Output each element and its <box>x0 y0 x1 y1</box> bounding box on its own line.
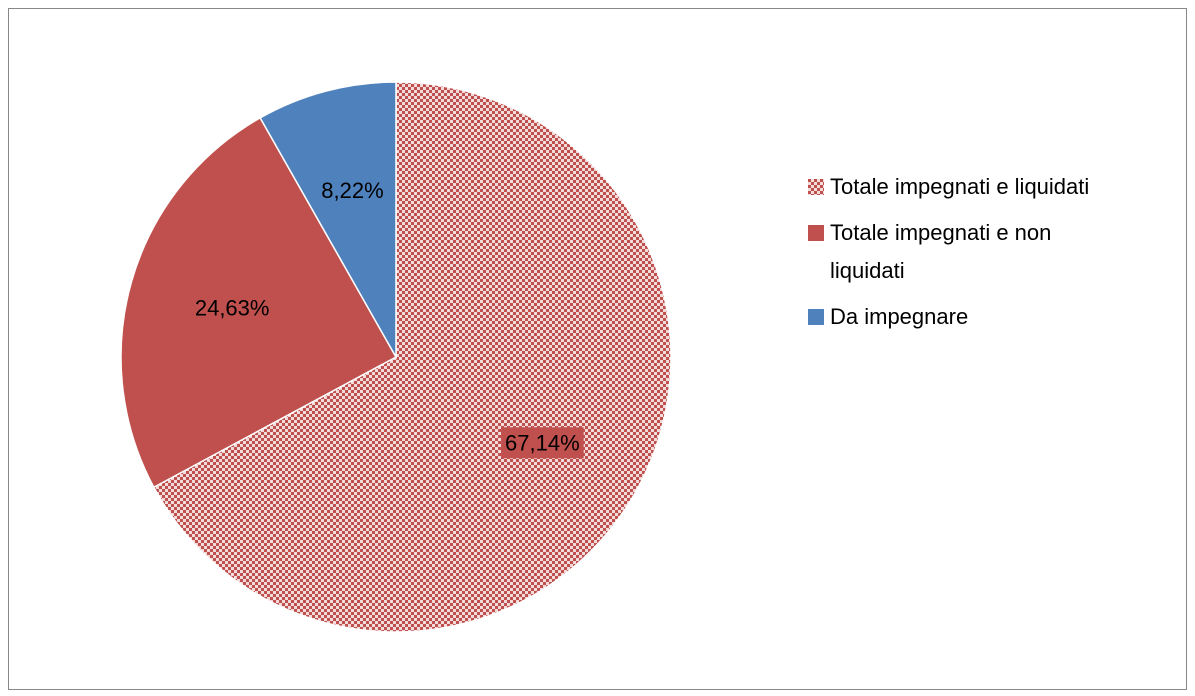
legend-label: Da impegnare <box>830 304 969 329</box>
legend-swatch <box>808 179 824 195</box>
legend: Totale impegnati e liquidati Totale impeg… <box>808 168 1110 344</box>
legend-label: Totale impegnati e liquidati <box>830 174 1090 199</box>
data-label-group: 24,63% <box>195 296 270 321</box>
legend-label: Totale impegnati e non liquidati <box>830 220 1052 283</box>
legend-swatch <box>808 225 824 241</box>
data-label: 8,22% <box>321 178 383 203</box>
data-label: 24,63% <box>195 296 270 321</box>
pie-slice <box>152 81 672 633</box>
data-label-group: 8,22% <box>321 178 383 203</box>
data-label-background <box>501 427 584 459</box>
legend-item: Totale impegnati e non liquidati <box>808 214 1110 290</box>
pie-slice <box>120 116 398 489</box>
pie-slice <box>259 81 397 360</box>
legend-swatch <box>808 309 824 325</box>
legend-item: Da impegnare <box>808 298 1110 336</box>
legend-item: Totale impegnati e liquidati <box>808 168 1110 206</box>
data-label: 67,14% <box>505 430 580 455</box>
data-label-group: 67,14% <box>501 427 584 459</box>
